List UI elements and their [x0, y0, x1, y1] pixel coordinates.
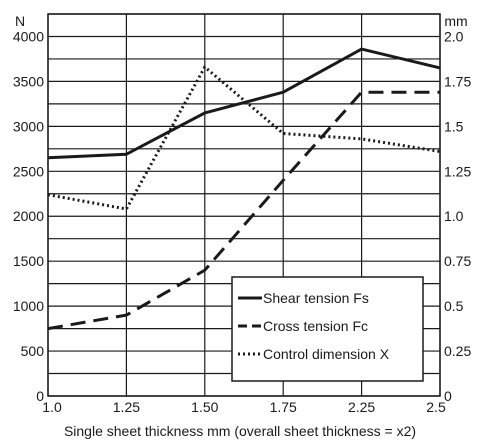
- x-tick-label: 2.5: [426, 399, 446, 415]
- x-tick-label: 1.75: [270, 399, 297, 415]
- y-tick-label-left: 2500: [13, 163, 44, 179]
- x-axis-label: Single sheet thickness mm (overall sheet…: [64, 423, 416, 439]
- y-tick-label-left: 2000: [13, 208, 44, 224]
- y-tick-label-right: 0.5: [444, 298, 464, 314]
- legend-box: [231, 276, 424, 382]
- legend-label-control: Control dimension X: [263, 346, 390, 362]
- series-line-cross: [47, 90, 440, 331]
- y-tick-label-right: 0.25: [444, 343, 471, 359]
- y-tick-label-right: 2.0: [444, 28, 464, 44]
- series-line-shear: [47, 47, 441, 160]
- y-axis-label-right: mm: [444, 13, 467, 29]
- plot-frame: [47, 13, 441, 397]
- y-tick-label-right: 1.75: [444, 73, 471, 89]
- tick-labels: 0 500 1000 1500 2000 2500 3000 3500 4000 0 0.25 0.5…: [13, 28, 472, 415]
- x-tick-label: 2.25: [348, 399, 375, 415]
- series-lines: [47, 47, 441, 331]
- x-tick-label: 1.25: [113, 399, 140, 415]
- y-tick-label-right: 0: [444, 388, 452, 404]
- x-tick-label: 1.0: [42, 399, 62, 415]
- y-tick-label-right: 1.5: [444, 118, 464, 134]
- y-axis-label-left: N: [15, 13, 25, 29]
- legend-label-cross: Cross tension Fc: [263, 318, 368, 334]
- y-tick-label-left: 3000: [13, 118, 44, 134]
- y-tick-label-left: 4000: [13, 28, 44, 44]
- y-tick-label-right: 1.0: [444, 208, 464, 224]
- series-line-control: [47, 65, 441, 211]
- legend-label-shear: Shear tension Fs: [263, 290, 369, 306]
- y-tick-label-left: 3500: [13, 73, 44, 89]
- y-tick-label-left: 1500: [13, 253, 44, 269]
- x-tick-label: 1.50: [191, 399, 218, 415]
- y-tick-label-right: 0.75: [444, 253, 471, 269]
- y-tick-label-left: 0: [36, 388, 44, 404]
- legend: Shear tension Fs Cross tension Fc Contro…: [231, 276, 424, 382]
- y-tick-label-left: 1000: [13, 298, 44, 314]
- y-tick-label-right: 1.25: [444, 163, 471, 179]
- y-tick-label-left: 500: [21, 343, 45, 359]
